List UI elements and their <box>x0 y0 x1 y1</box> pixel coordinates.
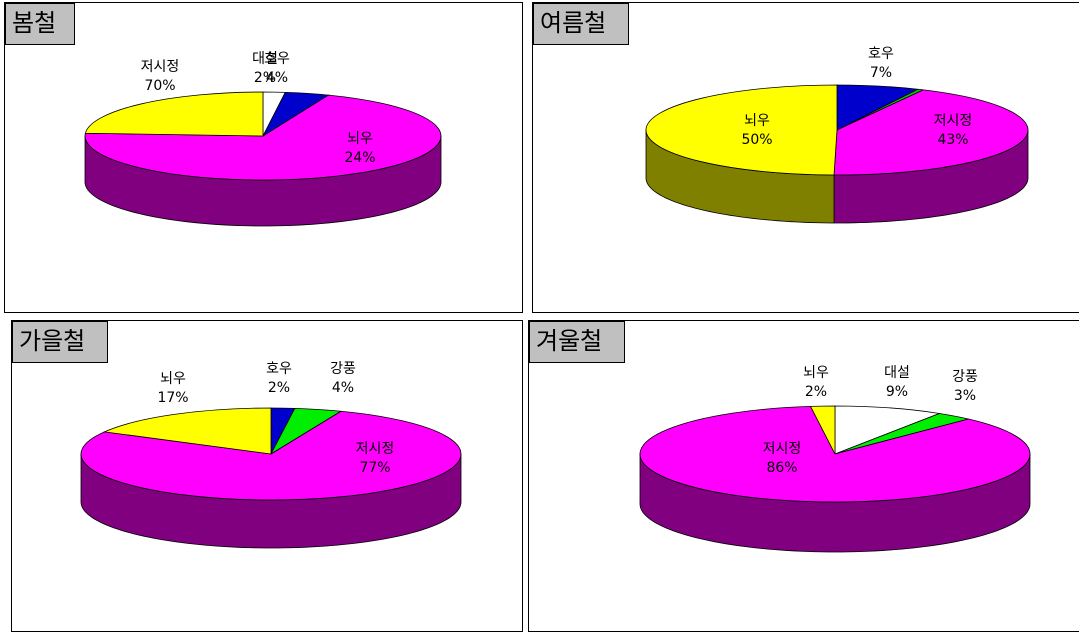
autumn-slice-저시정 <box>80 410 462 501</box>
autumn-label-value-강풍: 4% <box>332 380 354 396</box>
spring-label-name-뇌우: 뇌우 <box>347 131 373 147</box>
summer-slice-저시정 <box>833 89 1029 176</box>
summer-label-name-호우: 호우 <box>868 46 894 62</box>
summer-label-name-저시정: 저시정 <box>934 113 973 129</box>
autumn-label-value-뇌우: 17% <box>157 390 188 406</box>
winter-label-name-대설: 대설 <box>884 365 910 381</box>
chart-title-winter: 겨울철 <box>529 321 625 363</box>
winter-label-name-뇌우: 뇌우 <box>803 365 829 381</box>
winter-slice-대설 <box>834 405 942 455</box>
chart-title-summer: 여름철 <box>533 3 629 45</box>
winter-slice-뇌우 <box>809 405 836 455</box>
autumn-label-name-강풍: 강풍 <box>330 361 356 377</box>
spring-slice-저시정 <box>84 94 442 181</box>
spring-label-value-호우: 4% <box>266 70 288 86</box>
autumn-label-value-저시정: 77% <box>359 460 390 476</box>
spring-slice-뇌우 <box>84 91 264 137</box>
chart-title-autumn: 가을철 <box>12 321 108 363</box>
spring-label-name-대설: 대설 <box>252 51 278 67</box>
autumn-label-name-호우: 호우 <box>266 361 292 377</box>
chart-panel-spring: 대설 2% 호우 4% 저시정 70% 뇌우 24% 봄철 <box>4 2 523 313</box>
autumn-slice-뇌우 <box>103 407 272 455</box>
chart-panel-autumn: 호우 2% 강풍 4% 저시정 77% 뇌우 17% 가을철 <box>11 320 523 632</box>
autumn-label-value-호우: 2% <box>268 380 290 396</box>
autumn-label-name-뇌우: 뇌우 <box>160 371 186 387</box>
spring-label-name-호우: 호우 <box>264 51 290 67</box>
winter-label-value-강풍: 3% <box>954 388 976 404</box>
pie-chart-winter: 대설 9% 강풍 3% 저시정 86% 뇌우 2% <box>639 365 1031 553</box>
winter-label-name-저시정: 저시정 <box>763 441 802 457</box>
summer-slice-뇌우 <box>645 84 838 176</box>
winter-label-value-뇌우: 2% <box>805 384 827 400</box>
autumn-label-name-저시정: 저시정 <box>356 441 395 457</box>
chart-panel-winter: 대설 9% 강풍 3% 저시정 86% 뇌우 2% 겨울철 <box>528 320 1079 632</box>
summer-label-name-뇌우: 뇌우 <box>744 113 770 129</box>
summer-label-value-뇌우: 50% <box>741 132 772 148</box>
chart-panel-summer: 호우 7% 저시정 43% 뇌우 50% 여름철 <box>532 2 1079 313</box>
spring-label-value-뇌우: 24% <box>344 150 375 166</box>
spring-label-name-저시정: 저시정 <box>141 59 180 75</box>
chart-title-spring: 봄철 <box>5 3 75 45</box>
pie-chart-summer: 호우 7% 저시정 43% 뇌우 50% <box>645 46 1029 224</box>
spring-label-value-저시정: 70% <box>144 78 175 94</box>
winter-label-value-대설: 9% <box>886 384 908 400</box>
summer-label-value-저시정: 43% <box>937 132 968 148</box>
winter-slice-저시정 <box>639 405 1031 503</box>
pie-chart-autumn: 호우 2% 강풍 4% 저시정 77% 뇌우 17% <box>80 361 462 549</box>
winter-label-name-강풍: 강풍 <box>952 369 978 385</box>
winter-label-value-저시정: 86% <box>766 460 797 476</box>
spring-label-value-대설: 2% <box>254 70 276 86</box>
summer-label-value-호우: 7% <box>870 65 892 81</box>
pie-chart-spring: 대설 2% 호우 4% 저시정 70% 뇌우 24% <box>84 51 442 227</box>
